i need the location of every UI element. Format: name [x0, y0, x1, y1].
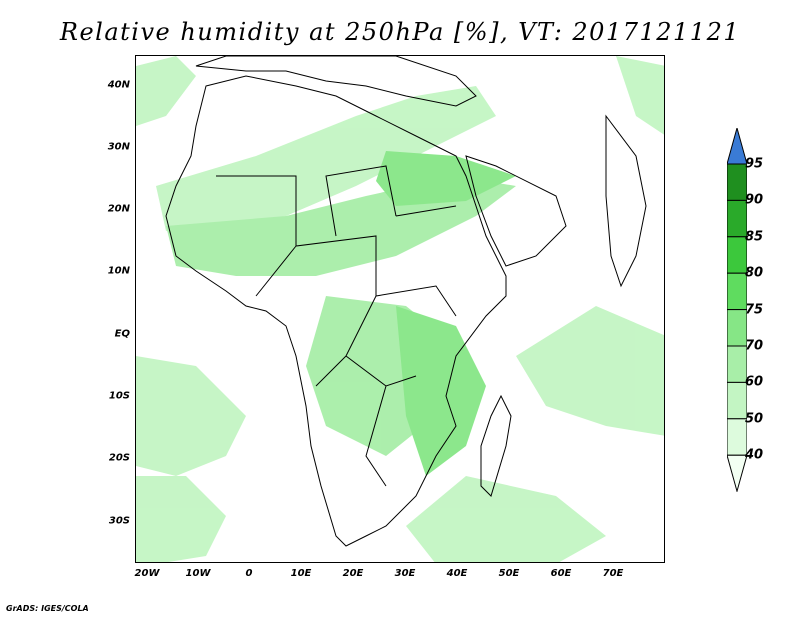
- colorbar-box: [727, 199, 747, 238]
- humidity-patch-sahara: [156, 86, 496, 231]
- lon-label-20e: 20E: [342, 568, 364, 579]
- lon-label-0: 0: [245, 568, 253, 579]
- colorbar-label: 50: [745, 411, 764, 427]
- lon-label-10e: 10E: [290, 568, 312, 579]
- lat-label-20n: 20N: [107, 203, 130, 215]
- lat-label-eq: EQ: [114, 328, 130, 340]
- lon-label-20w: 20W: [134, 568, 160, 579]
- coastlines: [165, 56, 647, 547]
- colorbar-box: [727, 345, 747, 383]
- colorbar-label: 85: [745, 229, 764, 245]
- humidity-patch-indian-ocean: [516, 306, 664, 436]
- lat-label-40n: 40N: [107, 79, 130, 91]
- colorbar-label: 60: [745, 374, 764, 390]
- humidity-patch-indian-ocean-south: [406, 476, 606, 562]
- humidity-patch-east-africa: [396, 306, 486, 476]
- europe-coastline: [195, 56, 477, 107]
- humidity-patch-middle-east: [376, 151, 516, 206]
- colorbar-box: [727, 272, 747, 311]
- colorbar-box: [727, 381, 747, 420]
- lon-label-30e: 30E: [394, 568, 416, 579]
- lon-label-10w: 10W: [185, 568, 211, 579]
- humidity-patch-south-atlantic: [136, 356, 246, 476]
- colorbar-label: 70: [745, 338, 764, 354]
- colorbar-label: 95: [745, 156, 764, 172]
- colorbar-box: [727, 163, 747, 201]
- lon-label-50e: 50E: [498, 568, 520, 579]
- lat-label-10s: 10S: [108, 390, 130, 402]
- colorbar-under-triangle: [727, 454, 747, 492]
- footer-credit: GrADS: IGES/COLA: [6, 604, 89, 613]
- arabian-peninsula: [465, 155, 567, 267]
- humidity-map: [136, 56, 664, 562]
- humidity-patch-north-atlantic: [136, 56, 196, 126]
- colorbar-over-triangle: [727, 128, 747, 165]
- humidity-shading: [136, 56, 664, 562]
- map-plot-area: [135, 55, 665, 563]
- humidity-patch-south-atlantic-2: [136, 476, 226, 562]
- colorbar: [727, 128, 747, 492]
- colorbar-box: [727, 418, 747, 456]
- colorbar-label: 75: [745, 302, 764, 318]
- inland-boundaries: [216, 165, 457, 487]
- lat-label-10n: 10N: [107, 265, 130, 277]
- lat-label-30n: 30N: [107, 141, 130, 153]
- map-title: Relative humidity at 250hPa [%], VT: 201…: [59, 18, 741, 46]
- colorbar-label: 90: [745, 192, 764, 208]
- colorbar-box: [727, 236, 747, 274]
- colorbar-label: 40: [745, 447, 764, 463]
- india-coastline: [605, 114, 647, 288]
- africa-coastline: [165, 75, 507, 547]
- colorbar-label: 80: [745, 265, 764, 281]
- lat-label-20s: 20S: [108, 452, 130, 464]
- lon-label-40e: 40E: [446, 568, 468, 579]
- madagascar-coastline: [480, 394, 512, 497]
- lon-label-60e: 60E: [550, 568, 572, 579]
- humidity-patch-arabia-east: [616, 56, 664, 135]
- lon-label-70e: 70E: [602, 568, 624, 579]
- lat-label-30s: 30S: [108, 515, 130, 527]
- colorbar-box: [727, 309, 747, 347]
